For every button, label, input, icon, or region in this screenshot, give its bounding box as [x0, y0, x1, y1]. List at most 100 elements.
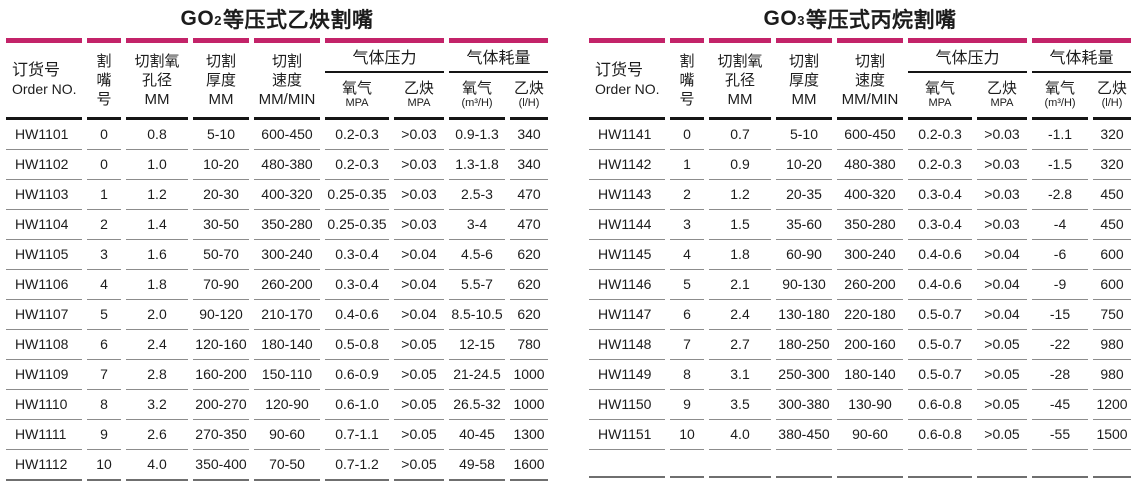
cut-speed-cell: 200-160 [837, 330, 903, 360]
header-gas-pressure-group: 气体压力 [325, 38, 445, 73]
header-consumption-oxygen: 氧气 (m³/H) [1032, 73, 1089, 120]
oxygen-bore-cell: 2.4 [709, 300, 771, 330]
order-no-cell: HW1103 [6, 180, 82, 210]
order-no-cell: HW1104 [6, 210, 82, 240]
cut-speed-cell: 600-450 [254, 120, 320, 150]
cut-thickness-cell: 20-35 [776, 180, 832, 210]
order-no-cell: HW1150 [589, 390, 665, 420]
oxygen-bore-cell: 2.4 [126, 330, 188, 360]
table-row: HW1109 7 2.8 160-200 150-110 0.6-0.9 >0.05 21-2… [6, 360, 549, 390]
pressure-acetylene-cell: >0.05 [977, 390, 1028, 420]
order-no-cell: HW1105 [6, 240, 82, 270]
order-no-cell: HW1112 [6, 450, 82, 481]
table-row: HW1151 10 4.0 380-450 90-60 0.6-0.8 >0.05 -55 15… [589, 420, 1132, 450]
nozzle-no-cell: 5 [87, 300, 121, 330]
consumption-acetylene-cell: 450 [1093, 180, 1132, 210]
cut-speed-cell: 600-450 [837, 120, 903, 150]
table-row: HW1144 3 1.5 35-60 350-280 0.3-0.4 >0.03 -4 450 [589, 210, 1132, 240]
consumption-oxygen-cell: 12-15 [449, 330, 506, 360]
header-pressure-oxygen: 氧气 MPA [908, 73, 972, 120]
cut-speed-cell: 400-320 [837, 180, 903, 210]
table-row: HW1142 1 0.9 10-20 480-380 0.2-0.3 >0.03 -1.5 32… [589, 150, 1132, 180]
empty-cell [670, 450, 704, 478]
order-no-cell: HW1109 [6, 360, 82, 390]
nozzle-no-cell: 1 [670, 150, 704, 180]
cut-thickness-cell: 30-50 [193, 210, 249, 240]
cut-thickness-cell: 180-250 [776, 330, 832, 360]
pressure-oxygen-cell: 0.7-1.2 [325, 450, 389, 481]
oxygen-bore-cell: 1.4 [126, 210, 188, 240]
cut-speed-cell: 300-240 [254, 240, 320, 270]
empty-cell [709, 450, 771, 478]
pressure-oxygen-cell: 0.6-0.8 [908, 420, 972, 450]
consumption-oxygen-cell: -55 [1032, 420, 1089, 450]
consumption-acetylene-cell: 340 [510, 150, 549, 180]
nozzle-no-cell: 6 [87, 330, 121, 360]
header-consumption-acetylene-unit: (l/H) [518, 97, 540, 109]
order-no-cell: HW1149 [589, 360, 665, 390]
order-no-cell: HW1144 [589, 210, 665, 240]
header-consumption-acetylene-unit: (l/H) [1101, 97, 1123, 109]
table-row: HW1145 4 1.8 60-90 300-240 0.4-0.6 >0.04 -6 600 [589, 240, 1132, 270]
cut-speed-cell: 70-50 [254, 450, 320, 481]
header-oxygen-bore-l1: 切割氧 [717, 52, 763, 70]
consumption-oxygen-cell: 2.5-3 [449, 180, 506, 210]
header-consumption-acetylene: 乙炔 (l/H) [510, 73, 549, 120]
cut-thickness-cell: 350-400 [193, 450, 249, 481]
header-oxygen-bore-l2: 孔径 [724, 71, 755, 89]
consumption-acetylene-cell: 450 [1093, 210, 1132, 240]
oxygen-bore-cell: 2.1 [709, 270, 771, 300]
cut-thickness-cell: 300-380 [776, 390, 832, 420]
header-cut-speed-l1: 切割 [271, 52, 302, 70]
oxygen-bore-cell: 3.2 [126, 390, 188, 420]
consumption-acetylene-cell: 1300 [510, 420, 549, 450]
order-no-cell: HW1148 [589, 330, 665, 360]
consumption-acetylene-cell: 780 [510, 330, 549, 360]
header-pressure-acetylene-label: 乙炔 [404, 80, 435, 97]
consumption-acetylene-cell: 470 [510, 210, 549, 240]
header-pressure-oxygen-unit: MPA [345, 97, 369, 109]
table-body: HW1141 0 0.7 5-10 600-450 0.2-0.3 >0.03 -1.1 320… [589, 120, 1132, 478]
nozzle-no-cell: 7 [670, 330, 704, 360]
oxygen-bore-cell: 1.5 [709, 210, 771, 240]
nozzle-no-cell: 3 [87, 240, 121, 270]
pressure-acetylene-cell: >0.04 [977, 300, 1028, 330]
oxygen-bore-cell: 3.5 [709, 390, 771, 420]
header-consumption-oxygen-label: 氧气 [462, 80, 493, 97]
cut-speed-cell: 350-280 [254, 210, 320, 240]
order-no-cell: HW1111 [6, 420, 82, 450]
pressure-acetylene-cell: >0.05 [394, 420, 445, 450]
cut-thickness-cell: 250-300 [776, 360, 832, 390]
consumption-oxygen-cell: -6 [1032, 240, 1089, 270]
consumption-acetylene-cell: 980 [1093, 330, 1132, 360]
header-gas-consumption-group: 气体耗量 [1032, 38, 1132, 73]
title-text: 等压式丙烷割嘴 [805, 9, 957, 32]
consumption-oxygen-cell: -4 [1032, 210, 1089, 240]
title-gas-code: GO [180, 7, 215, 30]
oxygen-bore-cell: 0.8 [126, 120, 188, 150]
table-row: HW1148 7 2.7 180-250 200-160 0.5-0.7 >0.05 -22 9… [589, 330, 1132, 360]
empty-cell [1032, 450, 1089, 478]
header-consumption-acetylene: 乙炔 (l/H) [1093, 73, 1132, 120]
nozzle-no-cell: 2 [87, 210, 121, 240]
pressure-acetylene-cell: >0.05 [394, 330, 445, 360]
pressure-oxygen-cell: 0.4-0.6 [908, 270, 972, 300]
header-consumption-oxygen: 氧气 (m³/H) [449, 73, 506, 120]
nozzle-no-cell: 0 [670, 120, 704, 150]
header-pressure-oxygen-unit: MPA [928, 97, 952, 109]
table-row: HW1111 9 2.6 270-350 90-60 0.7-1.1 >0.05 40-45 1… [6, 420, 549, 450]
consumption-oxygen-cell: 1.3-1.8 [449, 150, 506, 180]
empty-cell [776, 450, 832, 478]
pressure-acetylene-cell: >0.05 [977, 360, 1028, 390]
table-header: 订货号 Order NO. 割 嘴 号 切割氧 孔径 MM 切割 [6, 38, 549, 120]
title-gas-code: GO [763, 7, 798, 30]
header-order-no-zh: 订货号 [12, 62, 61, 79]
empty-cell [908, 450, 972, 478]
oxygen-bore-cell: 2.6 [126, 420, 188, 450]
header-pressure-acetylene-label: 乙炔 [987, 80, 1018, 97]
oxygen-bore-cell: 4.0 [709, 420, 771, 450]
header-pressure-acetylene-unit: MPA [407, 97, 431, 109]
cut-speed-cell: 180-140 [254, 330, 320, 360]
cut-speed-cell: 90-60 [254, 420, 320, 450]
